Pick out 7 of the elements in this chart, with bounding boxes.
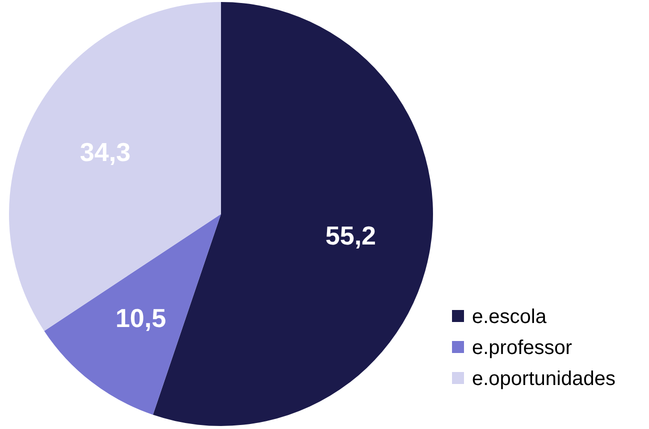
pie-slice: [9, 2, 221, 331]
pie-slice: [44, 214, 221, 415]
legend-label: e.professor: [472, 337, 572, 359]
data-label: 10,5: [115, 303, 166, 334]
legend-label: e.escola: [472, 306, 548, 328]
data-label: 55,2: [325, 220, 376, 250]
legend-label: e.oportunidades: [472, 368, 616, 390]
